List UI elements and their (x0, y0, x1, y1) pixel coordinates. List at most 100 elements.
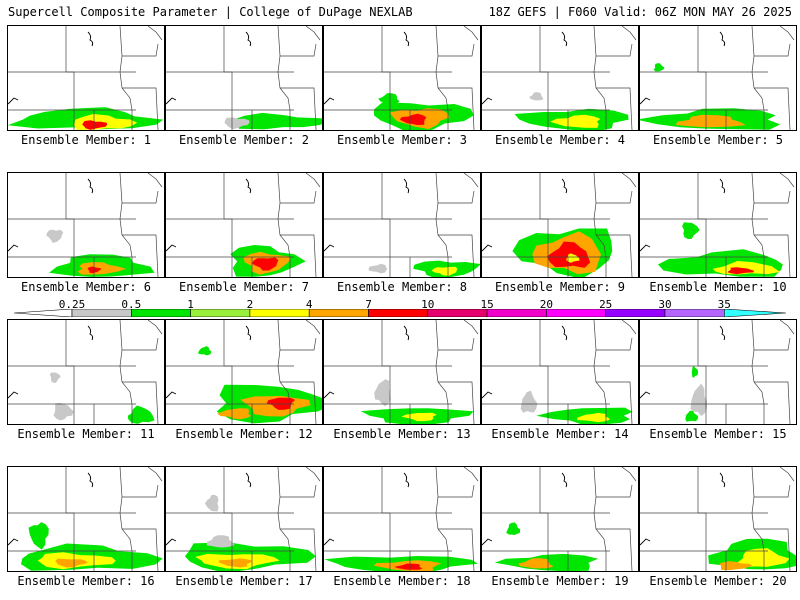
river (561, 325, 568, 341)
legend-swatch (546, 309, 607, 317)
member-label: Ensemble Member: 20 (649, 574, 787, 588)
state-border (435, 467, 449, 571)
river (403, 472, 410, 488)
state-border (596, 381, 633, 424)
run-info: 18Z GEFS | F060 Valid: 06Z MON MAY 26 20… (488, 5, 792, 19)
scp-contour (49, 372, 61, 383)
state-border (438, 337, 475, 351)
scp-contour (198, 346, 212, 356)
scp-contour (127, 405, 155, 424)
member-label: Ensemble Member: 17 (175, 574, 313, 588)
state-border (66, 512, 75, 551)
member-label: Ensemble Member: 13 (333, 427, 471, 441)
river (87, 178, 94, 194)
state-border (779, 173, 795, 188)
scp-contour (217, 408, 252, 420)
legend-bar (14, 309, 786, 317)
state-border (122, 337, 159, 351)
state-border (754, 484, 791, 498)
scp-contour (251, 257, 279, 271)
state-border (305, 320, 321, 335)
state-border (596, 190, 633, 204)
state-border (463, 467, 479, 482)
legend-label: 4 (305, 298, 313, 311)
state-border (147, 320, 163, 335)
state-border (438, 381, 475, 424)
member-map (165, 319, 323, 425)
legend-label: 10 (421, 298, 435, 311)
state-border (280, 484, 317, 498)
legend-label: 25 (599, 298, 613, 311)
state-border (224, 218, 233, 257)
state-border (382, 218, 391, 257)
scp-contour (736, 548, 790, 567)
river (561, 178, 568, 194)
member-label: Ensemble Member: 14 (491, 427, 629, 441)
coastline (482, 391, 493, 399)
legend-label: 1 (187, 298, 194, 311)
scp-contour (566, 253, 580, 263)
member-map (639, 172, 797, 278)
coastline (640, 244, 651, 252)
state-border (305, 26, 321, 41)
scp-contour (506, 522, 521, 535)
state-border (122, 190, 159, 204)
river (719, 472, 726, 488)
state-border (754, 87, 791, 130)
member-map (7, 319, 165, 425)
legend-swatch (486, 309, 547, 317)
state-border (754, 234, 791, 277)
state-border (596, 484, 633, 498)
member-map (481, 466, 639, 572)
scp-contour (577, 412, 610, 423)
legend-label: 30 (658, 298, 672, 311)
member-label: Ensemble Member: 12 (175, 427, 313, 441)
coastline (482, 244, 493, 252)
coastline (166, 538, 177, 546)
state-border (596, 528, 633, 571)
state-border (66, 218, 75, 257)
member-label: Ensemble Member: 1 (20, 133, 152, 147)
state-border (66, 365, 75, 404)
state-border (224, 71, 233, 110)
member-label: Ensemble Member: 5 (652, 133, 784, 147)
member-map (7, 25, 165, 131)
state-border (382, 365, 391, 404)
state-border (280, 528, 317, 571)
state-border (305, 467, 321, 482)
state-border (438, 484, 475, 498)
state-border (698, 365, 707, 404)
coastline (166, 391, 177, 399)
scp-contour (653, 63, 665, 72)
river (403, 325, 410, 341)
state-border (435, 320, 449, 424)
scp-contour (82, 120, 108, 130)
member-label: Ensemble Member: 7 (178, 280, 310, 294)
scp-contour (374, 379, 391, 407)
scp-contour (368, 263, 388, 274)
state-border (277, 26, 291, 130)
scp-contour (690, 383, 707, 417)
river (719, 325, 726, 341)
state-border (463, 173, 479, 188)
scp-contour (394, 563, 423, 570)
state-border (463, 320, 479, 335)
state-border (280, 234, 317, 277)
legend-label: 0.25 (58, 298, 86, 311)
state-border (540, 218, 549, 257)
page-title: Supercell Composite Parameter | College … (8, 5, 413, 19)
coastline (324, 538, 335, 546)
member-label: Ensemble Member: 3 (336, 133, 468, 147)
member-map (639, 319, 797, 425)
legend-swatch (131, 309, 191, 317)
legend-swatch (14, 309, 73, 317)
scp-contour (431, 266, 458, 276)
state-border (698, 218, 707, 257)
state-border (119, 320, 133, 424)
state-border (751, 320, 765, 424)
scp-contour (204, 494, 219, 512)
river (403, 178, 410, 194)
legend-swatch (664, 309, 725, 317)
state-border (779, 467, 795, 482)
legend-label: 2 (246, 298, 254, 311)
